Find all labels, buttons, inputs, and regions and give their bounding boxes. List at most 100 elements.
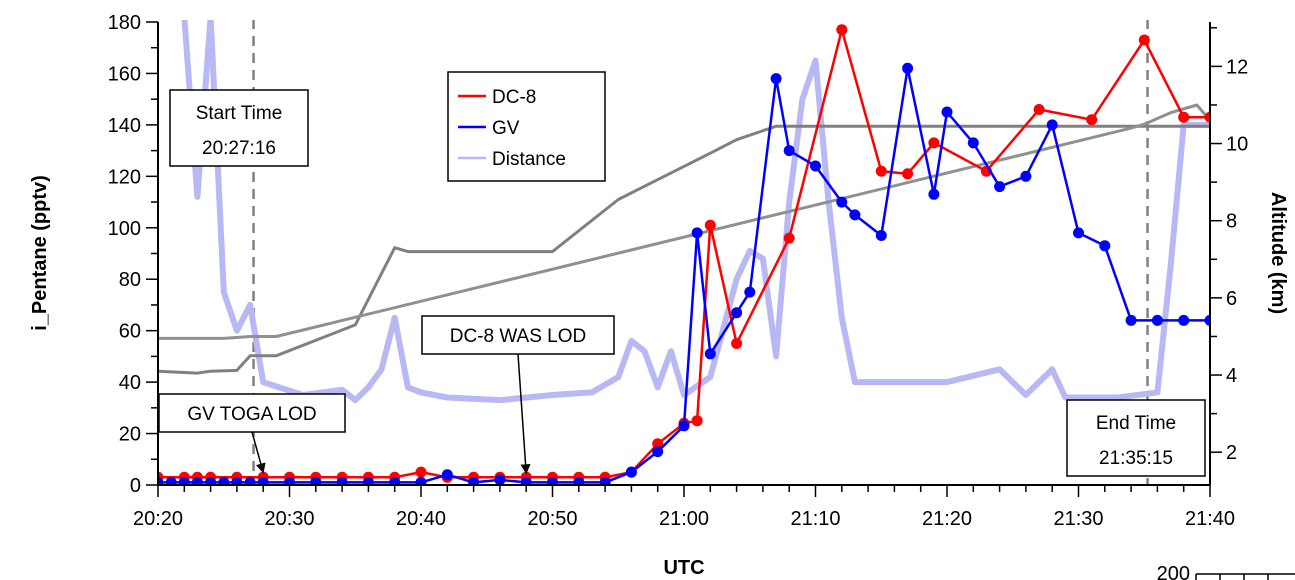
gv-point <box>941 106 953 118</box>
y2-tick-label: 2 <box>1226 442 1237 464</box>
gv-point <box>1046 119 1058 131</box>
gv-point <box>362 476 374 485</box>
dc8-point <box>783 232 795 244</box>
distance-series <box>181 20 1210 404</box>
gv-point <box>1125 314 1137 326</box>
y-tick-label: 100 <box>108 218 141 240</box>
gv-point <box>625 466 637 478</box>
start-time-value: 20:27:16 <box>202 138 276 159</box>
gv-point <box>336 476 348 485</box>
gv-point <box>652 446 664 458</box>
gv-point <box>731 307 743 319</box>
gv-point <box>205 476 217 485</box>
gv-point <box>165 476 177 485</box>
gv-point <box>158 476 164 485</box>
y-tick-label: 180 <box>108 12 141 34</box>
y2-tick-label: 4 <box>1226 365 1237 387</box>
gv-point <box>257 476 269 485</box>
legend: DC-8 GV Distance <box>447 71 606 182</box>
y-tick-label: 0 <box>130 475 141 497</box>
gv-point <box>494 474 506 485</box>
altitude-series <box>158 103 1210 375</box>
y-tick-label: 60 <box>119 321 141 343</box>
start-time-annotation: Start Time 20:27:16 <box>169 89 309 167</box>
gv-lod-label: GV TOGA LOD <box>187 404 316 425</box>
gv-point <box>928 188 940 200</box>
y2-axis-title: Altitude (km) <box>1267 192 1289 314</box>
dc8-lod-annotation: DC-8 WAS LOD <box>421 315 615 475</box>
y-tick-label: 160 <box>108 63 141 85</box>
gv-point <box>284 476 295 485</box>
gv-altitude-line <box>158 103 1210 340</box>
gv-point <box>704 348 716 360</box>
gv-point <box>849 209 861 221</box>
dc8-point <box>415 466 427 478</box>
gv-point <box>178 476 190 485</box>
gv-point <box>547 476 558 485</box>
gv-point <box>770 73 782 85</box>
dc8-point <box>836 24 848 36</box>
extra-axis-label: 200 <box>1157 563 1190 580</box>
gv-point <box>967 137 979 149</box>
y-tick-label: 20 <box>119 424 141 446</box>
y2-ticks: 2 4 6 8 10 12 <box>1210 27 1248 464</box>
gv-point <box>678 420 690 432</box>
x-tick-label: 21:20 <box>922 508 972 530</box>
gv-point <box>902 62 914 74</box>
dc8-point <box>1204 111 1210 123</box>
gv-point <box>1073 227 1084 239</box>
dc8-point <box>902 168 914 180</box>
gv-point <box>875 230 887 241</box>
dc8-point <box>691 415 703 427</box>
gv-point <box>836 196 848 208</box>
dc8-lod-arrow <box>517 353 531 475</box>
legend-label-distance: Distance <box>492 149 566 170</box>
dc8-point <box>1033 104 1045 115</box>
y-axis-title: i_Pentane (pptv) <box>29 175 51 331</box>
x-tick-label: 21:30 <box>1053 508 1103 530</box>
x-tick-label: 20:40 <box>396 508 446 530</box>
gv-point <box>231 476 243 485</box>
dc8-point <box>1138 34 1150 46</box>
dc8-point <box>1178 111 1190 123</box>
gv-point <box>389 476 401 485</box>
y-tick-label: 120 <box>108 166 141 188</box>
gv-point <box>599 476 611 485</box>
distance-line <box>181 20 1210 404</box>
x-tick-label: 21:00 <box>659 508 709 530</box>
end-time-annotation: End Time 21:35:15 <box>1066 399 1206 477</box>
end-time-value: 21:35:15 <box>1099 448 1173 469</box>
plot-area <box>158 20 1210 485</box>
y2-tick-label: 10 <box>1226 134 1248 156</box>
dc8-point <box>928 137 940 149</box>
gv-point <box>1178 314 1190 326</box>
y2-tick-label: 8 <box>1226 211 1237 233</box>
dc8-point <box>731 338 743 349</box>
end-time-label: End Time <box>1096 413 1176 434</box>
gv-point <box>1151 314 1163 326</box>
dc8-altitude-line <box>158 124 1210 375</box>
x-tick-label: 20:30 <box>264 508 314 530</box>
x-axis-title: UTC <box>663 557 704 579</box>
x-tick-label: 21:40 <box>1185 508 1235 530</box>
gv-point <box>218 476 230 485</box>
gv-lod-arrow <box>251 431 266 474</box>
x-tick-label: 20:50 <box>527 508 577 530</box>
gv-point <box>191 476 203 485</box>
gv-point <box>810 160 821 172</box>
legend-label-gv: GV <box>492 118 520 139</box>
gv-point <box>520 476 532 485</box>
start-time-label: Start Time <box>196 103 283 124</box>
y-tick-label: 80 <box>119 269 141 291</box>
time-markers <box>252 20 1149 485</box>
gv-point <box>783 145 795 157</box>
y-ticks: 0 20 40 60 80 100 120 140 160 180 <box>108 12 158 497</box>
extra-axis-fragment: 200 <box>1157 563 1295 580</box>
gv-point <box>994 181 1006 193</box>
gv-lod-annotation: GV TOGA LOD <box>158 393 346 474</box>
gv-point <box>744 286 756 298</box>
y2-tick-label: 12 <box>1226 56 1248 78</box>
gv-series <box>158 62 1210 485</box>
legend-label-dc8: DC-8 <box>492 87 536 108</box>
